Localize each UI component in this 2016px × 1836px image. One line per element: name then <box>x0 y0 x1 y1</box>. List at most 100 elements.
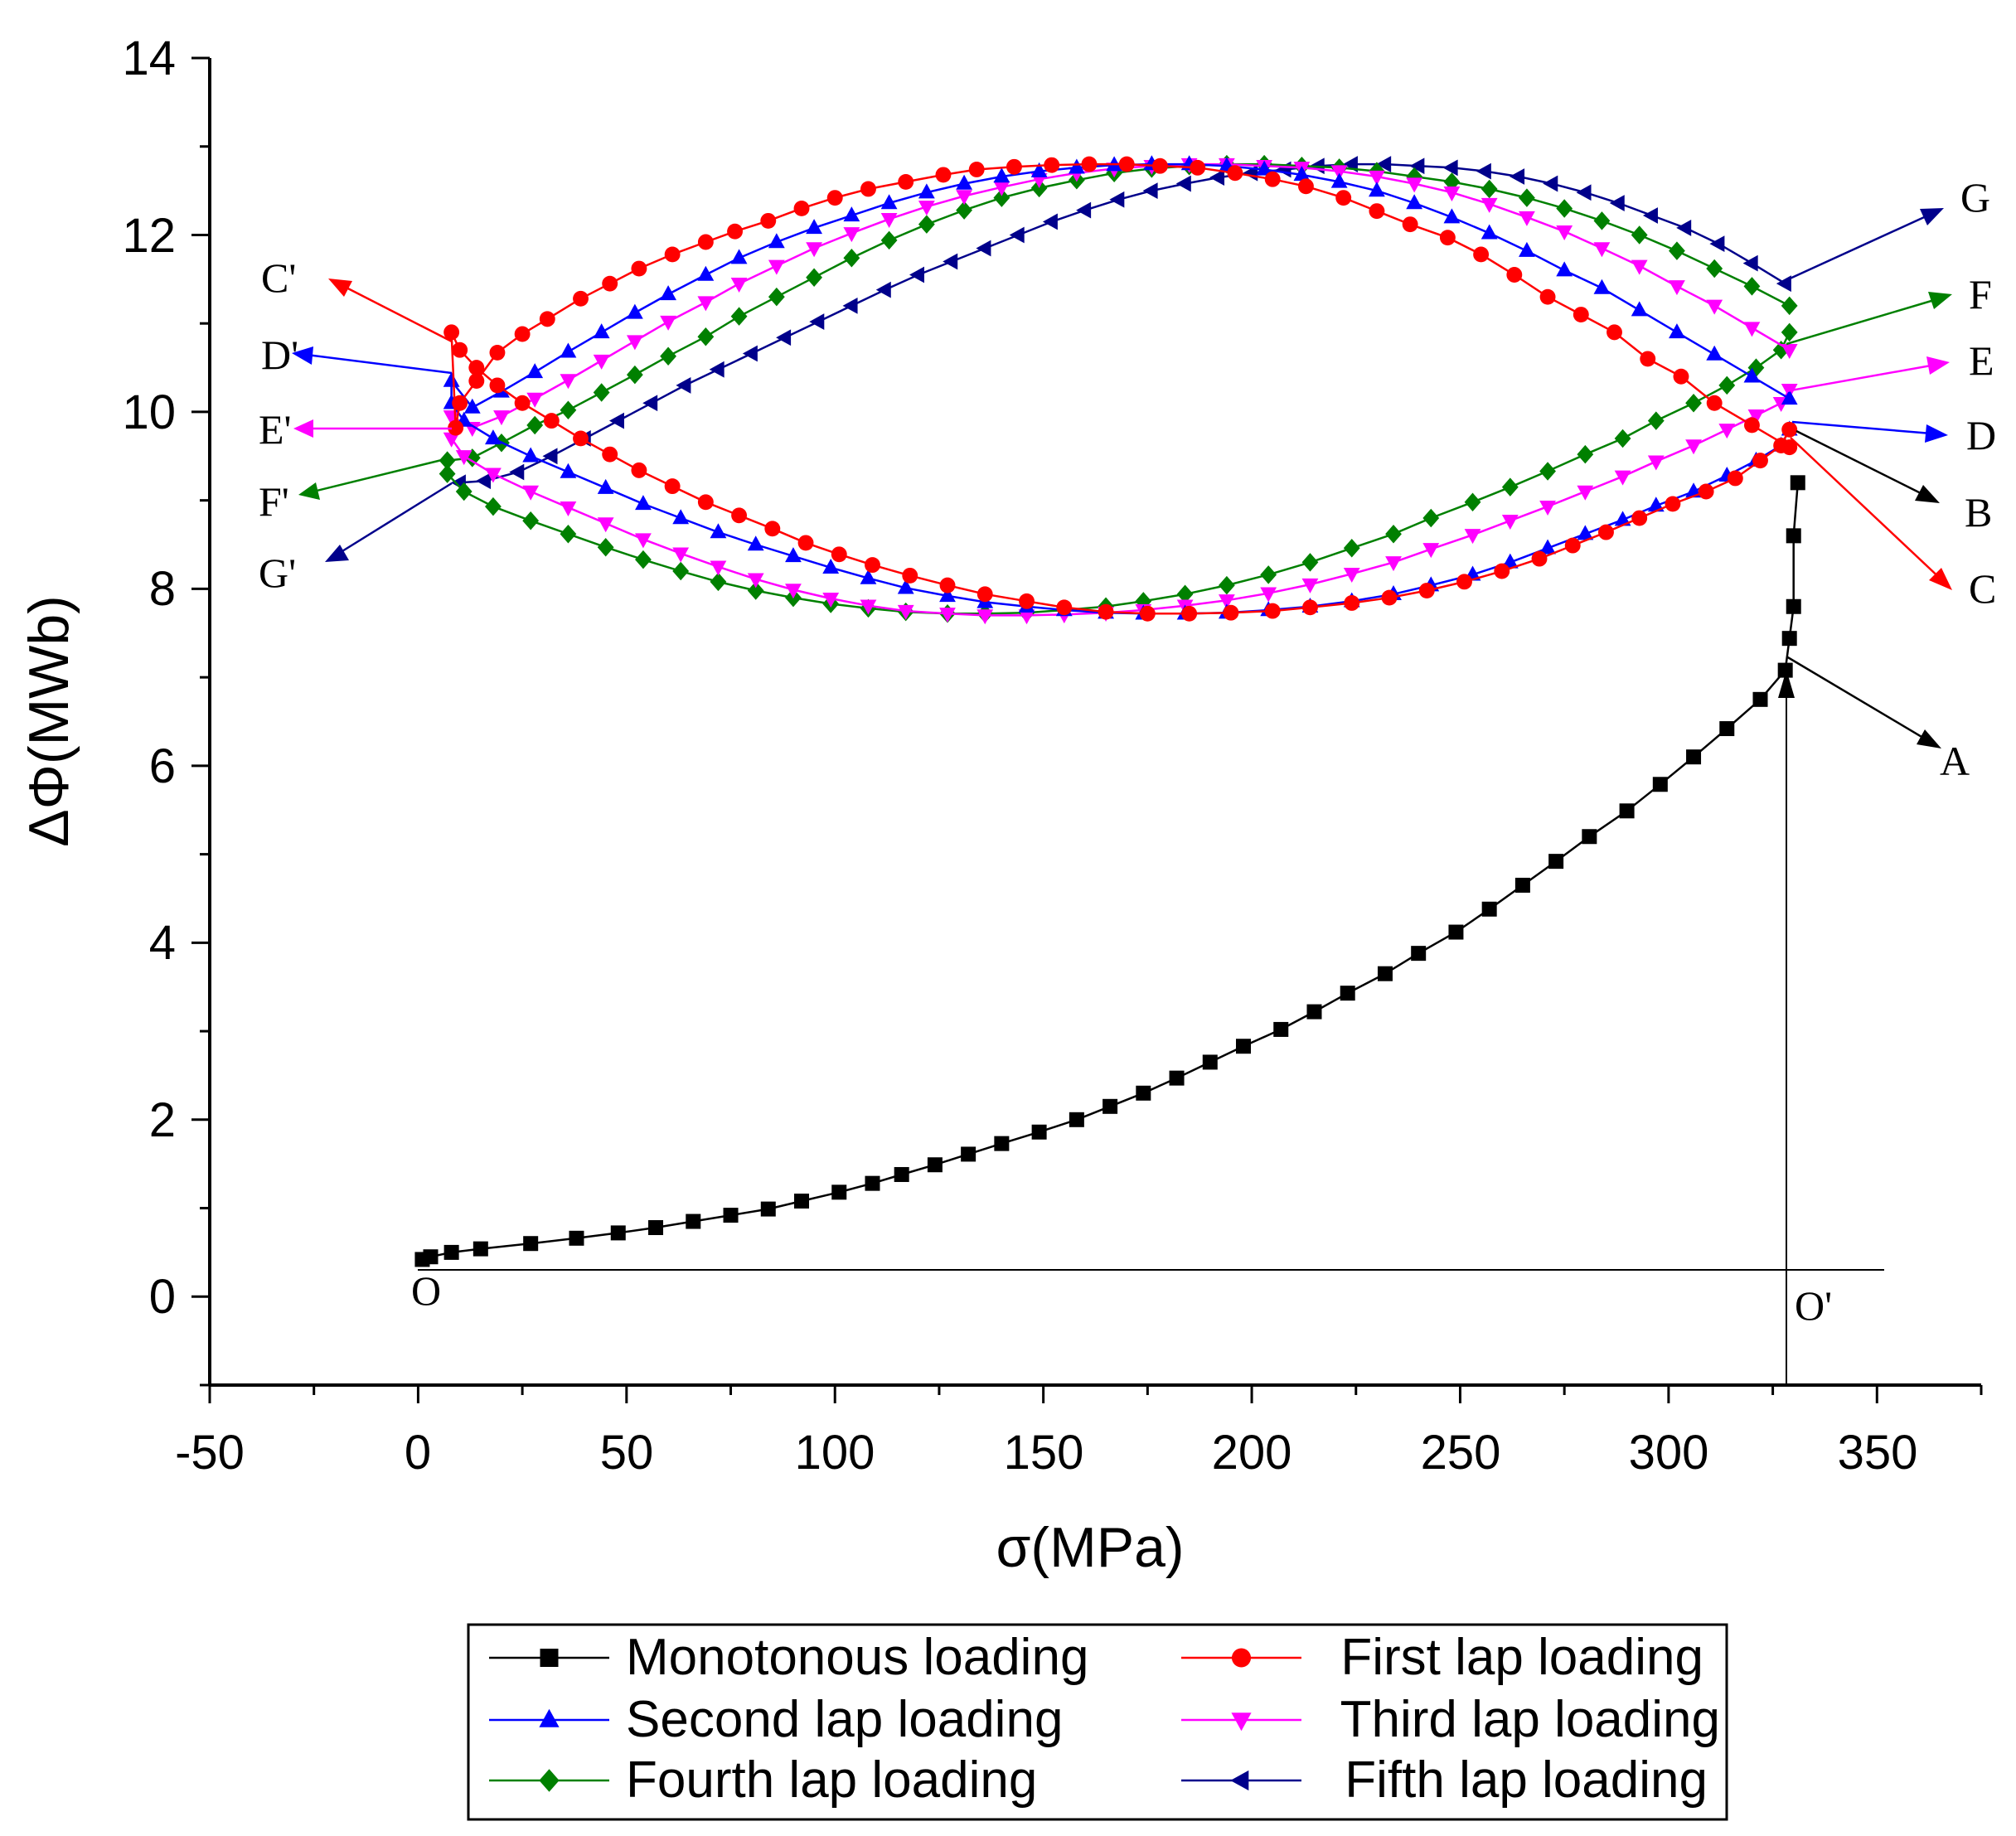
data-point-first-lap-loading <box>968 162 985 177</box>
data-point-fourth-lap-loading <box>1501 477 1519 497</box>
data-point-fourth-lap-loading <box>439 451 456 470</box>
data-point-first-lap-loading <box>489 377 506 394</box>
data-point-fifth-lap-loading <box>542 448 558 465</box>
x-tick-label: 50 <box>600 1426 654 1480</box>
arrow-d-prime-head-icon <box>292 346 313 365</box>
data-point-fourth-lap-loading <box>597 537 614 557</box>
data-point-fourth-lap-loading <box>1464 492 1481 512</box>
series-line-second-lap-loading <box>450 162 1791 615</box>
data-point-third-lap-loading <box>730 277 748 293</box>
data-point-third-lap-loading <box>526 392 544 408</box>
data-point-third-lap-loading <box>993 181 1010 196</box>
y-tick-label: 8 <box>149 562 176 616</box>
data-point-second-lap-loading <box>993 167 1010 183</box>
legend-item: Fifth lap loading <box>1181 1751 1708 1809</box>
data-point-first-lap-loading <box>1727 470 1743 487</box>
data-point-first-lap-loading <box>764 521 781 537</box>
data-point-monotonous-loading <box>1136 1085 1151 1101</box>
data-point-fourth-lap-loading <box>1669 241 1685 260</box>
data-point-second-lap-loading <box>806 219 822 235</box>
data-point-first-lap-loading <box>1264 171 1281 187</box>
data-point-monotonous-loading <box>1777 662 1793 678</box>
data-point-third-lap-loading <box>1422 543 1440 559</box>
data-point-monotonous-loading <box>1619 803 1635 819</box>
data-point-monotonous-loading <box>760 1201 776 1217</box>
data-point-first-lap-loading <box>1190 159 1206 176</box>
data-point-fifth-lap-loading <box>1609 195 1625 211</box>
data-point-first-lap-loading <box>826 190 843 206</box>
data-point-fifth-lap-loading <box>842 297 858 314</box>
series-line-third-lap-loading <box>450 162 1791 617</box>
data-point-fifth-lap-loading <box>1409 157 1425 175</box>
data-point-first-lap-loading <box>1019 593 1035 609</box>
data-point-second-lap-loading <box>768 233 785 249</box>
data-point-first-lap-loading <box>1302 599 1318 616</box>
legend-marker <box>1231 1648 1252 1668</box>
legend-label: Second lap loading <box>626 1691 1063 1748</box>
data-point-third-lap-loading <box>1706 299 1723 315</box>
data-point-second-lap-loading <box>1743 367 1761 383</box>
data-point-monotonous-loading <box>831 1184 847 1200</box>
data-point-first-lap-loading <box>514 326 531 342</box>
data-point-first-lap-loading <box>1381 589 1398 606</box>
data-point-monotonous-loading <box>1306 1004 1322 1020</box>
data-point-first-lap-loading <box>1752 453 1768 469</box>
x-tick-label: 350 <box>1838 1426 1918 1480</box>
data-point-fifth-lap-loading <box>1676 220 1692 236</box>
data-point-fourth-lap-loading <box>730 307 748 326</box>
data-point-fourth-lap-loading <box>1718 375 1736 395</box>
data-point-monotonous-loading <box>1786 528 1801 544</box>
vertical-arrowhead-icon <box>1778 670 1795 698</box>
data-point-fourth-lap-loading <box>593 383 610 402</box>
data-point-second-lap-loading <box>710 523 727 539</box>
x-tick-labels: -50 0 50 100 150 200 250 300 350 <box>175 1426 1917 1480</box>
data-point-first-lap-loading <box>1673 368 1689 385</box>
data-point-third-lap-loading <box>1539 500 1556 516</box>
data-point-third-lap-loading <box>860 599 877 615</box>
arrow-c-prime-head-icon <box>328 279 352 297</box>
data-point-fourth-lap-loading <box>1519 188 1535 207</box>
data-point-fifth-lap-loading <box>1042 213 1058 230</box>
data-point-fourth-lap-loading <box>672 561 690 581</box>
data-point-second-lap-loading <box>560 342 577 358</box>
data-point-third-lap-loading <box>1301 578 1319 593</box>
data-point-third-lap-loading <box>1577 485 1594 501</box>
y-axis-title: ΔΦ(MWb) <box>17 595 80 847</box>
arrow-d-prime <box>306 353 453 375</box>
data-point-second-lap-loading <box>785 547 802 563</box>
x-axis-title: σ(MPa) <box>996 1516 1184 1579</box>
data-point-monotonous-loading <box>1548 854 1564 870</box>
data-point-third-lap-loading <box>597 517 614 533</box>
data-point-first-lap-loading <box>452 342 468 358</box>
arrow-g <box>1786 212 1932 282</box>
data-point-fifth-lap-loading <box>1442 159 1458 177</box>
data-point-first-lap-loading <box>1344 595 1360 611</box>
data-point-second-lap-loading <box>560 463 577 478</box>
data-point-first-lap-loading <box>443 324 460 341</box>
arrow-d <box>1791 420 1932 435</box>
data-point-third-lap-loading <box>560 374 577 390</box>
series-fourth-lap-loading <box>439 154 1798 623</box>
arrow-c-head-icon <box>1929 568 1952 590</box>
data-point-first-lap-loading <box>1506 267 1523 283</box>
data-point-first-lap-loading <box>898 173 914 190</box>
data-point-first-lap-loading <box>1706 395 1723 411</box>
data-point-second-lap-loading <box>635 495 652 511</box>
data-point-fourth-lap-loading <box>1577 444 1594 464</box>
data-point-second-lap-loading <box>1519 241 1535 257</box>
arrow-b <box>1796 429 1930 499</box>
data-point-third-lap-loading <box>697 296 715 312</box>
data-point-third-lap-loading <box>897 604 914 620</box>
annot-o-prime: O' <box>1795 1282 1832 1329</box>
data-point-third-lap-loading <box>976 609 994 625</box>
data-point-second-lap-loading <box>597 478 614 494</box>
data-point-first-lap-loading <box>1227 165 1243 182</box>
data-point-first-lap-loading <box>602 446 618 463</box>
data-point-fourth-lap-loading <box>1781 322 1798 342</box>
data-point-fifth-lap-loading <box>1642 207 1658 224</box>
data-point-second-lap-loading <box>1293 166 1311 182</box>
data-point-third-lap-loading <box>672 547 690 563</box>
data-point-fifth-lap-loading <box>976 240 991 257</box>
data-point-second-lap-loading <box>1631 301 1648 317</box>
annot-a: A <box>1940 738 1970 784</box>
